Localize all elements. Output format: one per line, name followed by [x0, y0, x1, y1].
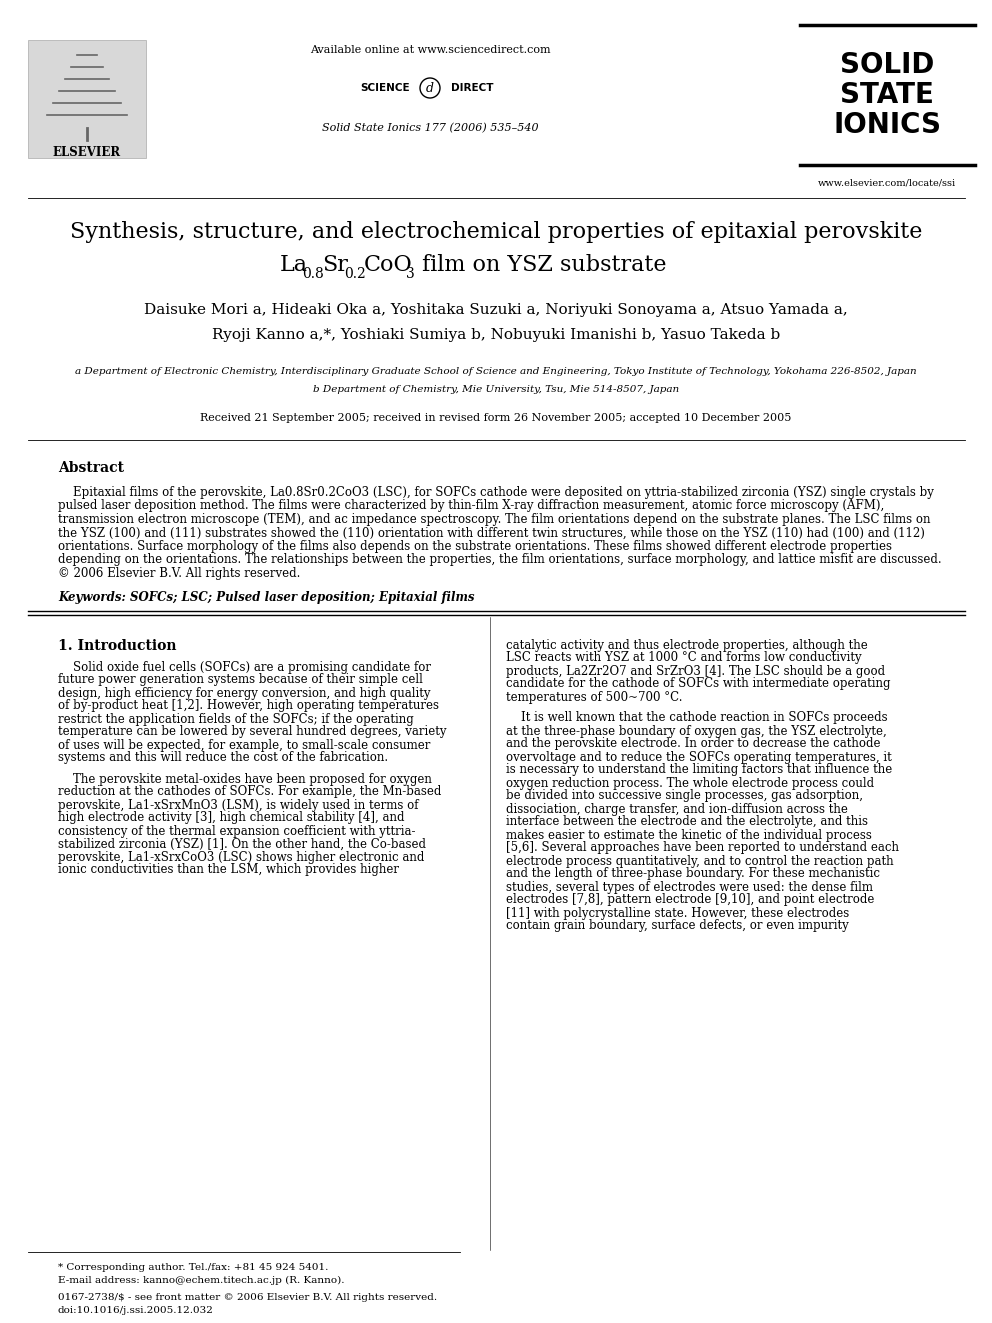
Text: transmission electron microscope (TEM), and ac impedance spectroscopy. The film : transmission electron microscope (TEM), …: [58, 513, 930, 527]
Text: catalytic activity and thus electrode properties, although the: catalytic activity and thus electrode pr…: [506, 639, 868, 651]
Text: be divided into successive single processes, gas adsorption,: be divided into successive single proces…: [506, 790, 863, 803]
Text: Received 21 September 2005; received in revised form 26 November 2005; accepted : Received 21 September 2005; received in …: [200, 413, 792, 423]
Text: [5,6]. Several approaches have been reported to understand each: [5,6]. Several approaches have been repo…: [506, 841, 899, 855]
Text: SOLID: SOLID: [840, 52, 934, 79]
Text: depending on the orientations. The relationships between the properties, the fil: depending on the orientations. The relat…: [58, 553, 941, 566]
Text: Synthesis, structure, and electrochemical properties of epitaxial perovskite: Synthesis, structure, and electrochemica…: [69, 221, 923, 243]
Text: 1. Introduction: 1. Introduction: [58, 639, 177, 652]
Text: perovskite, La1-xSrxMnO3 (LSM), is widely used in terms of: perovskite, La1-xSrxMnO3 (LSM), is widel…: [58, 799, 419, 811]
Text: and the perovskite electrode. In order to decrease the cathode: and the perovskite electrode. In order t…: [506, 737, 881, 750]
Text: Keywords: SOFCs; LSC; Pulsed laser deposition; Epitaxial films: Keywords: SOFCs; LSC; Pulsed laser depos…: [58, 590, 474, 603]
Text: film on YSZ substrate: film on YSZ substrate: [415, 254, 667, 277]
Text: and the length of three-phase boundary. For these mechanistic: and the length of three-phase boundary. …: [506, 868, 880, 881]
Text: pulsed laser deposition method. The films were characterized by thin-film X-ray : pulsed laser deposition method. The film…: [58, 500, 884, 512]
Text: www.elsevier.com/locate/ssi: www.elsevier.com/locate/ssi: [818, 179, 956, 188]
Text: [11] with polycrystalline state. However, these electrodes: [11] with polycrystalline state. However…: [506, 906, 849, 919]
Text: dissociation, charge transfer, and ion-diffusion across the: dissociation, charge transfer, and ion-d…: [506, 803, 848, 815]
Text: consistency of the thermal expansion coefficient with yttria-: consistency of the thermal expansion coe…: [58, 824, 416, 837]
Text: It is well known that the cathode reaction in SOFCs proceeds: It is well known that the cathode reacti…: [506, 712, 888, 725]
Text: design, high efficiency for energy conversion, and high quality: design, high efficiency for energy conve…: [58, 687, 431, 700]
Text: ELSEVIER: ELSEVIER: [53, 146, 121, 159]
Text: IONICS: IONICS: [833, 111, 941, 139]
Text: E-mail address: kanno@echem.titech.ac.jp (R. Kanno).: E-mail address: kanno@echem.titech.ac.jp…: [58, 1275, 344, 1285]
Text: 0.2: 0.2: [344, 267, 366, 280]
FancyBboxPatch shape: [28, 40, 146, 157]
Text: the YSZ (100) and (111) substrates showed the (110) orientation with different t: the YSZ (100) and (111) substrates showe…: [58, 527, 925, 540]
Text: Epitaxial films of the perovskite, La0.8Sr0.2CoO3 (LSC), for SOFCs cathode were : Epitaxial films of the perovskite, La0.8…: [58, 486, 933, 499]
Text: Solid oxide fuel cells (SOFCs) are a promising candidate for: Solid oxide fuel cells (SOFCs) are a pro…: [58, 660, 431, 673]
Text: makes easier to estimate the kinetic of the individual process: makes easier to estimate the kinetic of …: [506, 828, 872, 841]
Text: high electrode activity [3], high chemical stability [4], and: high electrode activity [3], high chemic…: [58, 811, 405, 824]
Text: reduction at the cathodes of SOFCs. For example, the Mn-based: reduction at the cathodes of SOFCs. For …: [58, 786, 441, 799]
Text: Solid State Ionics 177 (2006) 535–540: Solid State Ionics 177 (2006) 535–540: [321, 123, 539, 134]
Text: d: d: [426, 82, 434, 94]
Text: SCIENCE: SCIENCE: [360, 83, 410, 93]
Text: of uses will be expected, for example, to small-scale consumer: of uses will be expected, for example, t…: [58, 738, 431, 751]
Text: electrode process quantitatively, and to control the reaction path: electrode process quantitatively, and to…: [506, 855, 894, 868]
Text: Sr: Sr: [322, 254, 348, 277]
Text: b Department of Chemistry, Mie University, Tsu, Mie 514-8507, Japan: b Department of Chemistry, Mie Universit…: [312, 385, 680, 394]
Text: candidate for the cathode of SOFCs with intermediate operating: candidate for the cathode of SOFCs with …: [506, 677, 891, 691]
Text: 0.8: 0.8: [302, 267, 323, 280]
Text: STATE: STATE: [840, 81, 933, 108]
Text: oxygen reduction process. The whole electrode process could: oxygen reduction process. The whole elec…: [506, 777, 874, 790]
Text: doi:10.1016/j.ssi.2005.12.032: doi:10.1016/j.ssi.2005.12.032: [58, 1306, 214, 1315]
Text: Available online at www.sciencedirect.com: Available online at www.sciencedirect.co…: [310, 45, 551, 56]
Text: is necessary to understand the limiting factors that influence the: is necessary to understand the limiting …: [506, 763, 892, 777]
Text: La: La: [280, 254, 308, 277]
Text: The perovskite metal-oxides have been proposed for oxygen: The perovskite metal-oxides have been pr…: [58, 773, 432, 786]
Text: orientations. Surface morphology of the films also depends on the substrate orie: orientations. Surface morphology of the …: [58, 540, 892, 553]
Text: at the three-phase boundary of oxygen gas, the YSZ electrolyte,: at the three-phase boundary of oxygen ga…: [506, 725, 887, 737]
Text: interface between the electrode and the electrolyte, and this: interface between the electrode and the …: [506, 815, 868, 828]
Text: Abstract: Abstract: [58, 460, 124, 475]
Text: Ryoji Kanno a,*, Yoshiaki Sumiya b, Nobuyuki Imanishi b, Yasuo Takeda b: Ryoji Kanno a,*, Yoshiaki Sumiya b, Nobu…: [212, 328, 780, 343]
Text: a Department of Electronic Chemistry, Interdisciplinary Graduate School of Scien: a Department of Electronic Chemistry, In…: [75, 368, 917, 377]
Text: ·: ·: [488, 81, 492, 95]
Text: 3: 3: [406, 267, 415, 280]
Text: stabilized zirconia (YSZ) [1]. On the other hand, the Co-based: stabilized zirconia (YSZ) [1]. On the ot…: [58, 837, 426, 851]
Text: of by-product heat [1,2]. However, high operating temperatures: of by-product heat [1,2]. However, high …: [58, 700, 439, 713]
Text: electrodes [7,8], pattern electrode [9,10], and point electrode: electrodes [7,8], pattern electrode [9,1…: [506, 893, 874, 906]
Text: © 2006 Elsevier B.V. All rights reserved.: © 2006 Elsevier B.V. All rights reserved…: [58, 568, 301, 579]
Text: contain grain boundary, surface defects, or even impurity: contain grain boundary, surface defects,…: [506, 919, 849, 933]
Text: temperature can be lowered by several hundred degrees, variety: temperature can be lowered by several hu…: [58, 725, 446, 738]
Text: future power generation systems because of their simple cell: future power generation systems because …: [58, 673, 423, 687]
Text: Daisuke Mori a, Hideaki Oka a, Yoshitaka Suzuki a, Noriyuki Sonoyama a, Atsuo Ya: Daisuke Mori a, Hideaki Oka a, Yoshitaka…: [144, 303, 848, 318]
Text: studies, several types of electrodes were used: the dense film: studies, several types of electrodes wer…: [506, 881, 873, 893]
Text: ionic conductivities than the LSM, which provides higher: ionic conductivities than the LSM, which…: [58, 864, 399, 877]
Text: LSC reacts with YSZ at 1000 °C and forms low conductivity: LSC reacts with YSZ at 1000 °C and forms…: [506, 651, 862, 664]
Text: overvoltage and to reduce the SOFCs operating temperatures, it: overvoltage and to reduce the SOFCs oper…: [506, 750, 892, 763]
Text: DIRECT: DIRECT: [450, 83, 493, 93]
Text: temperatures of 500~700 °C.: temperatures of 500~700 °C.: [506, 691, 682, 704]
Text: perovskite, La1-xSrxCoO3 (LSC) shows higher electronic and: perovskite, La1-xSrxCoO3 (LSC) shows hig…: [58, 851, 425, 864]
Text: * Corresponding author. Tel./fax: +81 45 924 5401.: * Corresponding author. Tel./fax: +81 45…: [58, 1263, 328, 1271]
Text: systems and this will reduce the cost of the fabrication.: systems and this will reduce the cost of…: [58, 751, 388, 765]
Text: CoO: CoO: [364, 254, 413, 277]
Text: restrict the application fields of the SOFCs; if the operating: restrict the application fields of the S…: [58, 713, 414, 725]
Text: products, La2Zr2O7 and SrZrO3 [4]. The LSC should be a good: products, La2Zr2O7 and SrZrO3 [4]. The L…: [506, 664, 885, 677]
Text: 0167-2738/$ - see front matter © 2006 Elsevier B.V. All rights reserved.: 0167-2738/$ - see front matter © 2006 El…: [58, 1293, 437, 1302]
